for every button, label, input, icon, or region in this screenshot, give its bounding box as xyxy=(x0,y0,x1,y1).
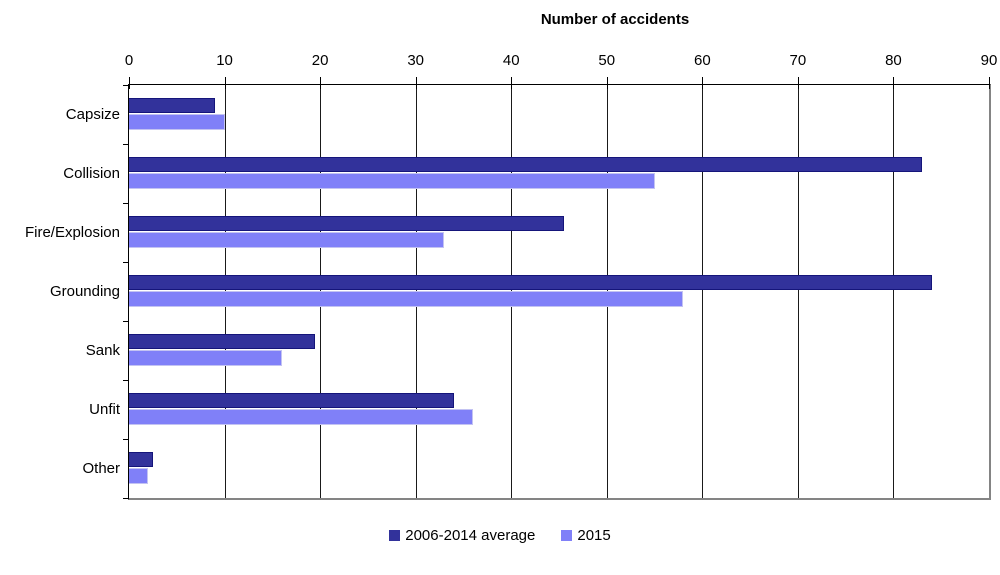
x-axis-tick-label: 20 xyxy=(311,52,329,69)
x-axis-tick xyxy=(989,77,990,89)
x-axis-tick xyxy=(320,77,322,89)
x-axis-tick-label: 60 xyxy=(693,52,711,69)
legend-item: 2006-2014 average xyxy=(389,527,535,544)
x-axis-tick-label: 70 xyxy=(789,52,807,69)
x-axis-tick xyxy=(511,77,513,89)
category-label: Sank xyxy=(85,342,120,359)
x-axis-tick-label: 10 xyxy=(216,52,233,69)
y-axis-tick xyxy=(123,262,129,263)
legend-label: 2006-2014 average xyxy=(405,527,536,544)
bar-series-0 xyxy=(129,157,922,172)
category-label: Grounding xyxy=(49,283,120,300)
y-axis-tick xyxy=(123,85,129,86)
x-axis-tick-label: 90 xyxy=(980,52,998,69)
bar-series-0 xyxy=(129,98,215,113)
y-axis-tick xyxy=(123,321,129,322)
y-axis-tick xyxy=(123,380,129,381)
bar-series-0 xyxy=(129,334,315,349)
bar-series-0 xyxy=(129,216,564,231)
x-axis-tick xyxy=(129,77,130,89)
legend-swatch-icon xyxy=(561,530,573,541)
x-axis-tick-label: 30 xyxy=(407,52,424,69)
category-label: Unfit xyxy=(89,401,120,418)
x-axis-tick xyxy=(606,77,608,89)
bar-series-1 xyxy=(129,291,683,307)
x-axis-tick xyxy=(893,77,895,89)
y-axis-tick xyxy=(123,203,129,204)
x-axis-tick xyxy=(797,77,799,89)
x-axis-tick xyxy=(415,77,417,89)
chart-title: Number of accidents xyxy=(540,11,690,28)
bar-series-0 xyxy=(129,275,932,290)
plot-area: 0 10 20 30 40 50 60 70 80 90 Capsize Collision Fire/… xyxy=(25,52,997,500)
category-label: Fire/Explosion xyxy=(24,224,120,241)
bar-series-1 xyxy=(129,232,444,248)
y-axis-tick xyxy=(123,144,129,145)
gridline xyxy=(797,85,799,498)
legend-label: 2015 xyxy=(577,527,611,544)
x-axis-tick-label: 40 xyxy=(502,52,520,69)
legend: 2006-2014 average 2015 xyxy=(0,527,1000,544)
x-axis-tick-label: 50 xyxy=(598,52,616,69)
bar-series-1 xyxy=(129,409,473,425)
x-axis-tick xyxy=(224,77,226,89)
bar-series-1 xyxy=(129,468,148,484)
y-axis-tick xyxy=(123,439,129,440)
category-label: Other xyxy=(82,460,120,477)
category-label: Capsize xyxy=(65,106,120,123)
bar-series-0 xyxy=(129,393,454,408)
category-label: Collision xyxy=(63,165,120,182)
gridline xyxy=(702,85,704,498)
x-axis-tick xyxy=(702,77,704,89)
legend-swatch-icon xyxy=(389,530,401,541)
gridline xyxy=(893,85,895,498)
bar-series-0 xyxy=(129,452,153,467)
bar-series-1 xyxy=(129,350,282,366)
y-axis-tick xyxy=(123,498,129,499)
bar-series-1 xyxy=(129,114,225,130)
x-axis-tick-label: 0 xyxy=(124,52,134,69)
x-axis-tick-label: 80 xyxy=(885,52,902,69)
bar-series-1 xyxy=(129,173,655,189)
legend-item: 2015 xyxy=(561,527,611,544)
